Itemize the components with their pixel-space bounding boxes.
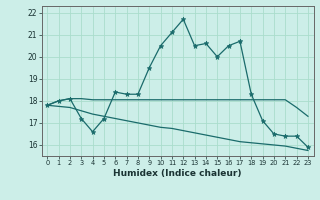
X-axis label: Humidex (Indice chaleur): Humidex (Indice chaleur) [113, 169, 242, 178]
